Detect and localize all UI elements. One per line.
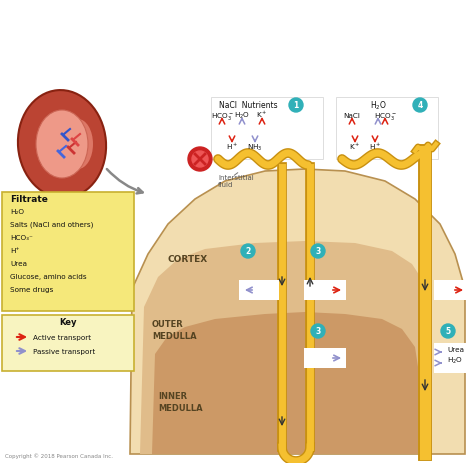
Text: NaCl: NaCl — [344, 113, 360, 119]
Circle shape — [241, 244, 255, 258]
Circle shape — [441, 324, 455, 338]
Circle shape — [289, 99, 303, 113]
Text: 4: 4 — [418, 101, 423, 110]
Ellipse shape — [36, 111, 88, 179]
Text: NaCl  Nutrients: NaCl Nutrients — [219, 101, 277, 110]
Text: Copyright © 2018 Pearson Canada Inc.: Copyright © 2018 Pearson Canada Inc. — [5, 452, 113, 458]
Polygon shape — [130, 169, 465, 454]
Text: K$^+$: K$^+$ — [349, 141, 361, 152]
Circle shape — [311, 324, 325, 338]
FancyBboxPatch shape — [434, 281, 468, 300]
Text: H$^+$: H$^+$ — [369, 141, 381, 152]
FancyBboxPatch shape — [336, 98, 438, 160]
Polygon shape — [152, 313, 418, 454]
Circle shape — [413, 99, 427, 113]
FancyBboxPatch shape — [304, 348, 346, 368]
FancyBboxPatch shape — [434, 343, 472, 373]
Text: Interstitial
fluid: Interstitial fluid — [218, 175, 254, 188]
Text: Filtrate: Filtrate — [10, 194, 48, 204]
FancyBboxPatch shape — [239, 281, 279, 300]
Text: Active transport: Active transport — [33, 334, 91, 340]
Text: H$_2$O: H$_2$O — [370, 99, 386, 111]
Polygon shape — [140, 242, 430, 454]
Text: HCO$_3^-$: HCO$_3^-$ — [210, 111, 234, 122]
Text: Salts (NaCl and others): Salts (NaCl and others) — [10, 221, 93, 228]
Text: Urea: Urea — [10, 260, 27, 266]
Circle shape — [188, 148, 212, 172]
Text: K$^+$: K$^+$ — [256, 109, 268, 120]
Circle shape — [311, 244, 325, 258]
Circle shape — [192, 152, 208, 168]
Text: 2: 2 — [246, 247, 251, 256]
Text: 1: 1 — [293, 101, 299, 110]
Text: HCO₃⁻: HCO₃⁻ — [10, 234, 33, 240]
Text: H$_2$O: H$_2$O — [447, 355, 463, 365]
Ellipse shape — [63, 120, 93, 169]
Text: CORTEX: CORTEX — [168, 255, 208, 263]
Text: Glucose, amino acids: Glucose, amino acids — [10, 274, 87, 279]
Text: H⁺: H⁺ — [10, 247, 19, 253]
Text: 5: 5 — [446, 327, 451, 336]
FancyBboxPatch shape — [211, 98, 323, 160]
Text: 3: 3 — [315, 327, 320, 336]
FancyBboxPatch shape — [2, 193, 134, 311]
Text: Some drugs: Some drugs — [10, 287, 54, 292]
Text: Urea: Urea — [447, 346, 464, 352]
Text: H$_2$O: H$_2$O — [234, 111, 250, 121]
FancyBboxPatch shape — [2, 315, 134, 371]
Text: H₂O: H₂O — [10, 208, 24, 214]
Text: INNER
MEDULLA: INNER MEDULLA — [158, 391, 202, 412]
Text: Key: Key — [59, 317, 77, 326]
Text: H$^+$: H$^+$ — [226, 141, 238, 152]
Text: NH$_3$: NH$_3$ — [247, 143, 263, 153]
Text: Passive transport: Passive transport — [33, 348, 95, 354]
Text: OUTER
MEDULLA: OUTER MEDULLA — [152, 319, 197, 340]
Text: 3: 3 — [315, 247, 320, 256]
Text: HCO$_3^-$: HCO$_3^-$ — [374, 111, 396, 122]
FancyBboxPatch shape — [304, 281, 346, 300]
Ellipse shape — [18, 91, 106, 199]
